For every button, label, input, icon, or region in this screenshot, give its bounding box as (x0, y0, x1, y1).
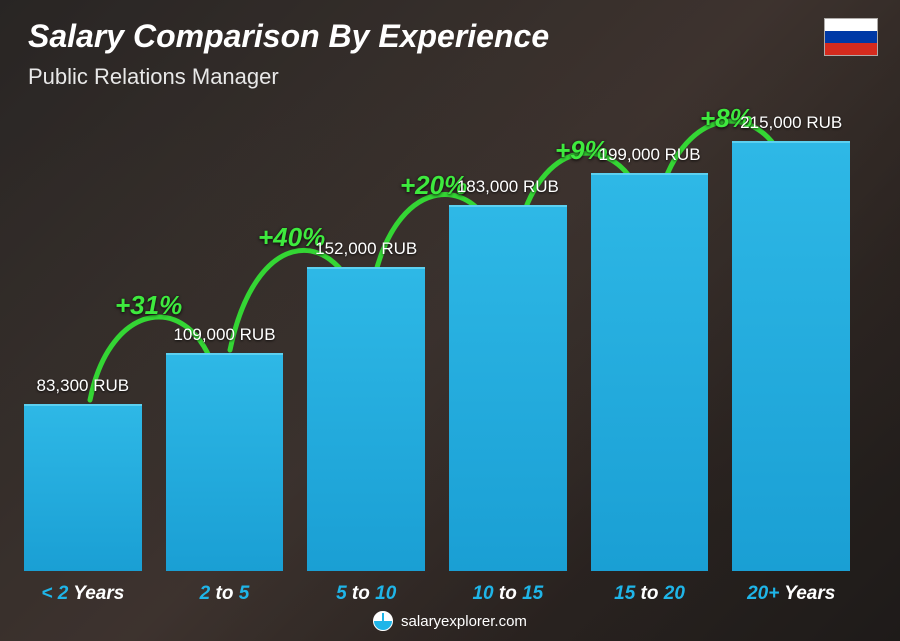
infographic-canvas: Salary Comparison By Experience Public R… (0, 0, 900, 641)
bar (307, 267, 425, 571)
bar-column: 183,000 RUB (449, 177, 567, 571)
bar (166, 353, 284, 571)
bar-value-label: 83,300 RUB (37, 376, 130, 396)
bar-column: 109,000 RUB (166, 325, 284, 571)
footer-text: salaryexplorer.com (401, 613, 527, 630)
logo-icon (373, 611, 393, 631)
x-axis: < 2 Years 2 to 5 5 to 10 10 to 15 15 to 20 20… (14, 583, 860, 605)
x-label: 2 to 5 (166, 583, 284, 605)
x-label: 5 to 10 (307, 583, 425, 605)
x-label: 10 to 15 (449, 583, 567, 605)
bar (24, 404, 142, 571)
bar-value-label: 199,000 RUB (598, 145, 700, 165)
bar (591, 173, 709, 571)
page-title: Salary Comparison By Experience (28, 18, 549, 55)
bar-value-label: 152,000 RUB (315, 239, 417, 259)
flag-stripe-1 (825, 19, 877, 31)
footer: salaryexplorer.com (0, 611, 900, 631)
bar-column: 215,000 RUB (732, 113, 850, 571)
bar (732, 141, 850, 571)
page-subtitle: Public Relations Manager (28, 64, 279, 90)
bar-value-label: 183,000 RUB (457, 177, 559, 197)
bar-value-label: 109,000 RUB (173, 325, 275, 345)
x-label: < 2 Years (24, 583, 142, 605)
bar (449, 205, 567, 571)
bar-column: 199,000 RUB (591, 145, 709, 571)
flag-icon (824, 18, 878, 56)
bar-value-label: 215,000 RUB (740, 113, 842, 133)
bar-chart: 83,300 RUB 109,000 RUB 152,000 RUB 183,000 … (14, 120, 860, 571)
bar-column: 152,000 RUB (307, 239, 425, 571)
flag-stripe-3 (825, 43, 877, 55)
bar-column: 83,300 RUB (24, 376, 142, 571)
x-label: 20+ Years (732, 583, 850, 605)
x-label: 15 to 20 (591, 583, 709, 605)
flag-stripe-2 (825, 31, 877, 43)
